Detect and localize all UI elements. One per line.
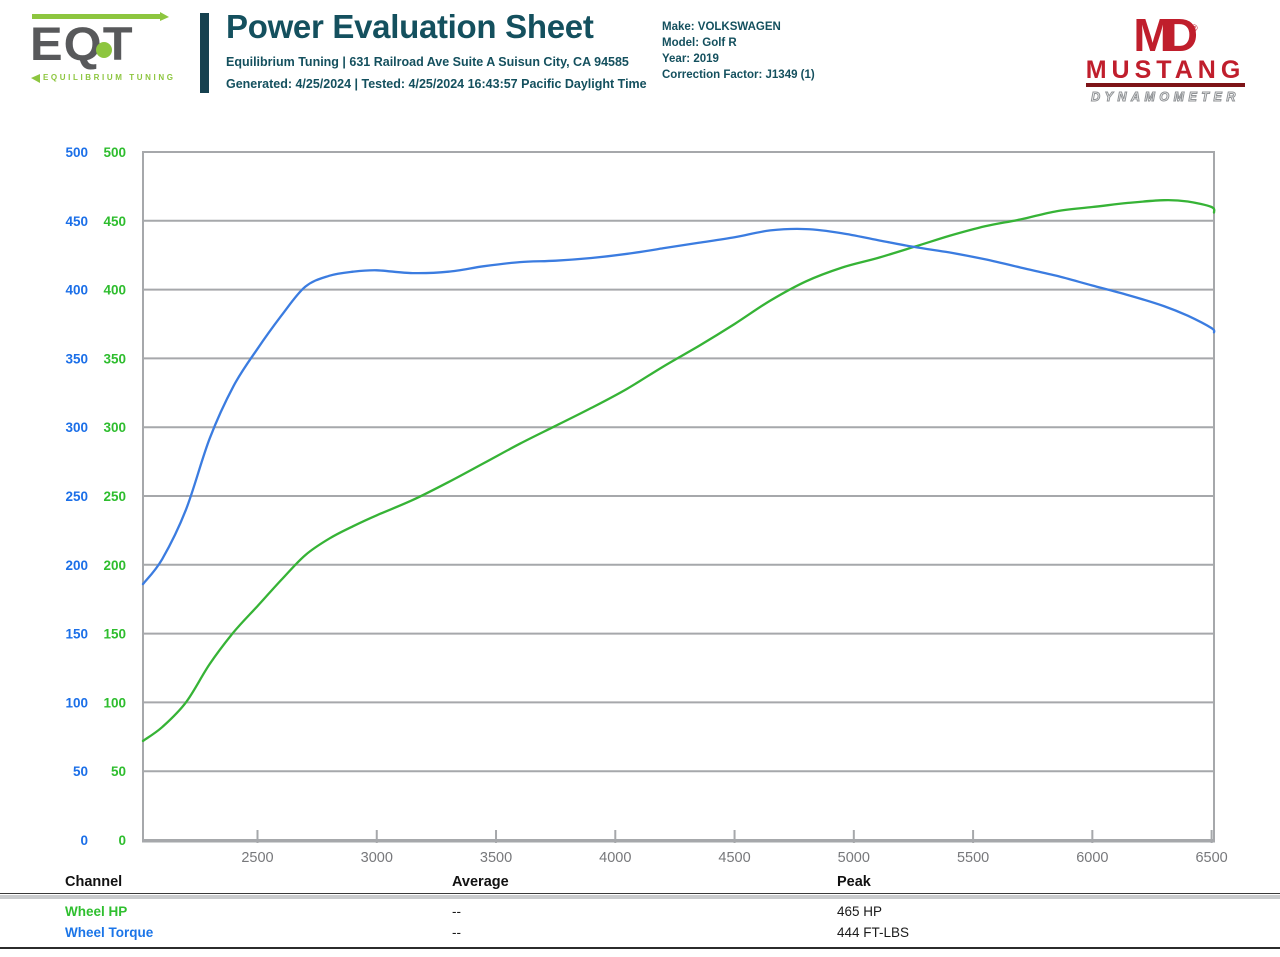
- mustang-md-monogram-icon: MD®: [1133, 9, 1198, 61]
- channel-wheel-torque: Wheel Torque: [65, 925, 154, 940]
- eqt-logo-text: EQT: [30, 17, 134, 70]
- x-tick-label-4500: 4500: [718, 850, 750, 866]
- eqt-logo-subtext: EQUILIBRIUM TUNING: [43, 73, 176, 82]
- y-tick-label-torque-50: 50: [73, 764, 88, 779]
- table-rule-thin: [0, 893, 1280, 894]
- y-tick-label-hp-400: 400: [103, 283, 126, 298]
- y-tick-label-torque-300: 300: [65, 420, 88, 435]
- vehicle-make: Make: VOLKSWAGEN: [662, 21, 781, 33]
- eqt-logo-bottom-arrowhead-icon: [31, 74, 40, 83]
- y-tick-label-torque-450: 450: [65, 214, 88, 229]
- y-tick-label-torque-250: 250: [65, 489, 88, 504]
- average-wheel-hp: --: [452, 904, 461, 919]
- vehicle-year: Year: 2019: [662, 53, 719, 65]
- x-tick-label-6000: 6000: [1076, 850, 1108, 866]
- wheel-hp-curve: [141, 198, 1216, 743]
- page-title: Power Evaluation Sheet: [226, 8, 594, 45]
- y-tick-label-torque-100: 100: [65, 695, 88, 710]
- y-tick-label-hp-200: 200: [103, 558, 126, 573]
- table-rule-thick: [0, 895, 1280, 899]
- y-tick-label-hp-350: 350: [103, 351, 126, 366]
- x-tick-label-5000: 5000: [838, 850, 870, 866]
- eqt-logo-dot-icon: [96, 42, 112, 58]
- y-tick-label-hp-250: 250: [103, 489, 126, 504]
- table-row: Wheel Torque -- 444 FT-LBS: [0, 925, 1280, 941]
- x-tick-label-4000: 4000: [599, 850, 631, 866]
- y-tick-label-torque-350: 350: [65, 351, 88, 366]
- address-line: Equilibrium Tuning | 631 Railroad Ave Su…: [226, 55, 629, 69]
- y-tick-label-hp-300: 300: [103, 420, 126, 435]
- report-header: EQT EQUILIBRIUM TUNING Power Evaluation …: [0, 0, 1280, 110]
- y-tick-label-hp-500: 500: [103, 145, 126, 160]
- y-tick-label-torque-400: 400: [65, 283, 88, 298]
- mustang-dynamometer-logo: MD® MUSTANG DYNAMOMETER: [1083, 6, 1248, 105]
- generated-timestamp: Generated: 4/25/2024 | Tested: 4/25/2024…: [226, 77, 647, 91]
- title-block: Power Evaluation Sheet Equilibrium Tunin…: [226, 8, 647, 91]
- vehicle-model: Model: Golf R: [662, 37, 737, 49]
- x-tick-label-5500: 5500: [957, 850, 989, 866]
- header-divider: [200, 13, 209, 93]
- registered-trademark-icon: ®: [1190, 23, 1198, 33]
- y-tick-label-hp-150: 150: [103, 627, 126, 642]
- eqt-logo-top-arrow: [32, 14, 160, 19]
- column-header-channel: Channel: [65, 874, 123, 890]
- y-tick-label-torque-150: 150: [65, 627, 88, 642]
- column-header-average: Average: [452, 874, 509, 890]
- y-tick-label-torque-200: 200: [65, 558, 88, 573]
- column-header-peak: Peak: [837, 874, 871, 890]
- y-tick-label-hp-0: 0: [118, 833, 126, 848]
- wheel-torque-curve: [141, 227, 1216, 586]
- y-tick-label-hp-50: 50: [111, 764, 126, 779]
- page-bottom-rule: [0, 947, 1280, 949]
- vehicle-info: Make: VOLKSWAGEN Model: Golf R Year: 201…: [662, 19, 815, 83]
- mustang-brand-text: MUSTANG: [1085, 57, 1246, 87]
- table-row: Wheel HP -- 465 HP: [0, 904, 1280, 920]
- channel-wheel-hp: Wheel HP: [65, 904, 128, 919]
- peak-wheel-hp: 465 HP: [837, 904, 883, 919]
- dynamometer-text: DYNAMOMETER: [1091, 90, 1240, 105]
- summary-table-header: Channel Average Peak: [0, 874, 1280, 892]
- y-tick-label-hp-100: 100: [103, 695, 126, 710]
- y-tick-label-torque-0: 0: [80, 833, 88, 848]
- eqt-logo-top-arrowhead-icon: [160, 12, 169, 21]
- y-tick-label-hp-450: 450: [103, 214, 126, 229]
- peak-wheel-torque: 444 FT-LBS: [837, 925, 910, 940]
- vehicle-correction-factor: Correction Factor: J1349 (1): [662, 69, 815, 81]
- x-tick-label-3000: 3000: [361, 850, 393, 866]
- eqt-logo: EQT EQUILIBRIUM TUNING: [30, 12, 195, 98]
- y-tick-label-torque-500: 500: [65, 145, 88, 160]
- average-wheel-torque: --: [452, 925, 461, 940]
- x-tick-label-6500: 6500: [1195, 850, 1227, 866]
- x-tick-label-2500: 2500: [241, 850, 273, 866]
- x-tick-label-3500: 3500: [480, 850, 512, 866]
